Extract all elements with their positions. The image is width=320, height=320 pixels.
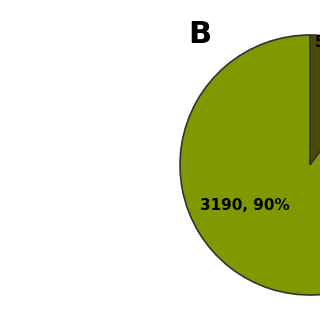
Text: 3190, 90%: 3190, 90% (200, 197, 290, 212)
Wedge shape (310, 35, 320, 165)
Text: B: B (188, 20, 212, 49)
Wedge shape (180, 35, 320, 295)
Text: 5: 5 (315, 35, 320, 50)
